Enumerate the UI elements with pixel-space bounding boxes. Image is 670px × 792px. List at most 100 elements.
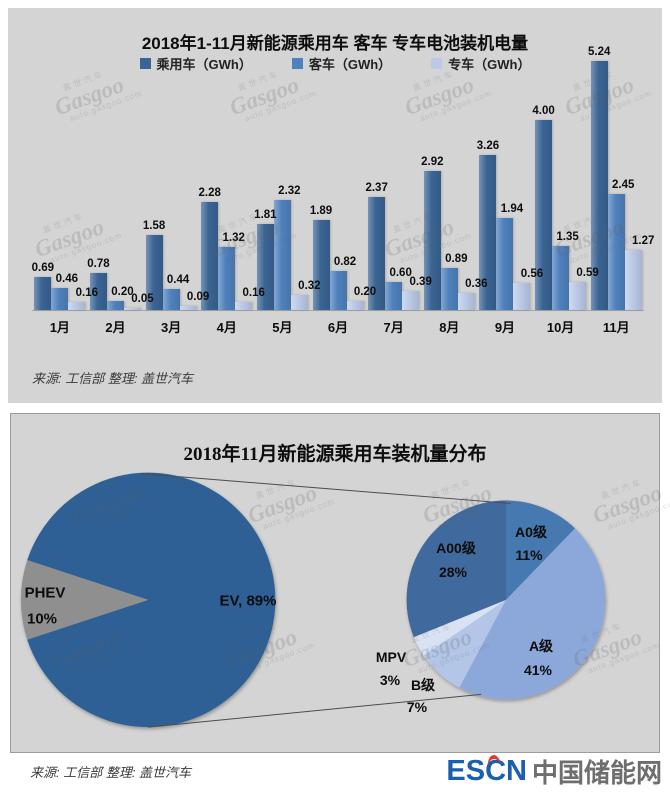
pie-label-ev: EV, 89%	[219, 592, 277, 610]
bar-series1-2月: 0.78	[87, 258, 110, 310]
month-label: 3月	[160, 320, 182, 335]
pie-chart-panel: 2018年11月新能源乘用车装机量分布 EV, 89% PHEV 10% A00…	[10, 413, 670, 753]
pie-label-a00: A00级	[436, 540, 476, 556]
bar-series2-10月: 1.35	[552, 231, 579, 310]
month-label: 2月	[105, 320, 126, 335]
bar-group: 2.92 0.89 0.36	[421, 54, 487, 310]
pie-label-b-pct: 7%	[406, 699, 428, 715]
bar-chart-legend: 乘用车（GWh） 客车（GWh） 专车（GWh）	[8, 54, 662, 73]
pie-slice-A00级	[406, 500, 506, 638]
bar-series3-6月: 0.20	[346, 286, 376, 310]
month-label: 10月	[546, 320, 575, 335]
pie-slice-PHEV	[20, 560, 149, 640]
bar-group: 4.00 1.35 0.59	[532, 54, 599, 310]
bar-series2-8月: 0.89	[440, 253, 467, 310]
bar-value-label: 0.44	[166, 274, 190, 287]
bar-series3-1月: 0.16	[68, 287, 98, 310]
legend-label-special: 专车（GWh）	[448, 57, 531, 72]
bar-series2-7月: 0.60	[385, 267, 412, 310]
pie-label-mpv: MPV	[375, 649, 407, 665]
bar-value-label: 2.92	[421, 156, 444, 169]
bar-chart-panel: 2018年1-11月新能源乘用车 客车 专车电池装机电量 乘用车（GWh） 客车…	[8, 8, 662, 403]
month-label: 1月	[49, 320, 70, 335]
bar-chart-title: 2018年1-11月新能源乘用车 客车 专车电池装机电量	[141, 34, 529, 54]
bar-series1-7月: 2.37	[365, 182, 388, 310]
bar-group: 0.78 0.20 0.05	[87, 54, 154, 310]
bar-series3-5月: 0.32	[290, 280, 321, 310]
bar-value-label: 0.20	[111, 285, 134, 298]
bar-value-label: 2.32	[278, 184, 301, 197]
pie-label-phev: PHEV	[24, 584, 66, 602]
bar-group: 2.37 0.60 0.39	[365, 54, 432, 310]
legend-swatch-special	[431, 58, 443, 69]
bar-value-label: 3.26	[476, 140, 500, 153]
bar-value-label: 0.39	[409, 276, 432, 289]
bar-value-label: 2.28	[198, 186, 221, 199]
bar-value-label: 0.09	[186, 290, 210, 303]
bar-value-label: 1.81	[254, 209, 277, 222]
pie-slice-EV	[27, 472, 276, 728]
bar-series2-4月: 1.32	[218, 232, 245, 310]
bar-chart-source: 来源: 工信部 整理: 盖世汽车	[32, 371, 194, 386]
bar-series2-5月: 2.32	[273, 185, 301, 310]
bar-group: 3.26 1.94 0.56	[477, 54, 543, 310]
month-label: 7月	[383, 320, 404, 335]
bar-value-label: 0.56	[520, 268, 544, 281]
escn-logo-letters: ESCN	[446, 754, 527, 787]
legend-label-bus: 客车（GWh）	[308, 57, 392, 72]
bar-series3-3月: 0.09	[179, 291, 209, 310]
month-label: 11月	[602, 320, 630, 335]
bar-series3-2月: 0.05	[123, 293, 154, 310]
pie-label-mpv-pct: 3%	[379, 672, 401, 688]
bar-series1-9月: 3.26	[477, 140, 499, 310]
bar-series1-1月: 0.69	[32, 262, 54, 310]
bar-value-label: 0.59	[576, 266, 599, 279]
bar-value-label: 1.58	[142, 219, 166, 232]
bar-value-label: 4.00	[532, 105, 555, 117]
bar-series1-11月: 5.24	[588, 46, 610, 310]
bar-plot: 0.69 0.46 0.16 0.78 0.20 0.05 1.58 0.44 0.09 2.28…	[32, 46, 654, 311]
bar-value-label: 0.36	[465, 277, 488, 290]
bar-value-label: 1.32	[222, 232, 245, 245]
pie-chart-source: 来源: 工信部 整理: 盖世汽车	[30, 765, 192, 780]
pie-slice-A0级	[505, 500, 576, 600]
escn-logo: ESCN 中国储能网	[446, 753, 662, 789]
bar-value-label: 0.20	[353, 285, 377, 298]
bar-value-label: 2.45	[612, 178, 635, 191]
month-label: 8月	[439, 320, 460, 335]
bar-group: 1.89 0.82 0.20	[310, 54, 376, 310]
bar-group: 2.28 1.32 0.16	[199, 54, 265, 310]
bar-series2-1月: 0.46	[51, 273, 78, 310]
bar-value-label: 0.60	[389, 266, 412, 279]
bar-value-label: 0.89	[445, 252, 468, 265]
legend-item-special: 专车（GWh）	[431, 54, 530, 73]
bar-value-label: 0.16	[242, 287, 265, 300]
bar-value-label: 1.27	[632, 234, 655, 247]
bar-value-label: 5.24	[588, 46, 611, 59]
legend-swatch-passenger	[139, 58, 151, 69]
bar-value-label: 0.69	[31, 262, 55, 275]
bar-value-label: 0.05	[131, 292, 154, 305]
pie-slice-MPV	[413, 599, 506, 656]
pie-chart-title: 2018年11月新能源乘用车装机量分布	[183, 443, 487, 465]
pie-label-a-pct: 41%	[523, 662, 553, 678]
bar-value-label: 0.46	[55, 273, 79, 286]
pie-label-a00-pct: 28%	[438, 564, 468, 580]
bar-series3-9月: 0.56	[513, 268, 543, 310]
month-label: 5月	[272, 320, 293, 335]
bar-value-label: 1.94	[500, 202, 524, 215]
legend-item-bus: 客车（GWh）	[291, 54, 392, 73]
bar-series1-4月: 2.28	[199, 187, 221, 310]
bar-series3-11月: 1.27	[624, 235, 654, 310]
pie-slice-B级	[423, 599, 506, 688]
pie-slice-A级	[459, 528, 606, 700]
bar-group: 5.24 2.45 1.27	[588, 46, 654, 310]
bar-group: 0.69 0.46 0.16	[32, 54, 98, 310]
bar-series2-3月: 0.44	[162, 274, 189, 310]
pie-svg	[20, 472, 606, 728]
month-label: 6月	[327, 320, 349, 335]
escn-logo-cn: 中国储能网	[531, 757, 662, 788]
month-label: 9月	[494, 320, 516, 335]
pie-label-a0-pct: 11%	[515, 547, 543, 563]
